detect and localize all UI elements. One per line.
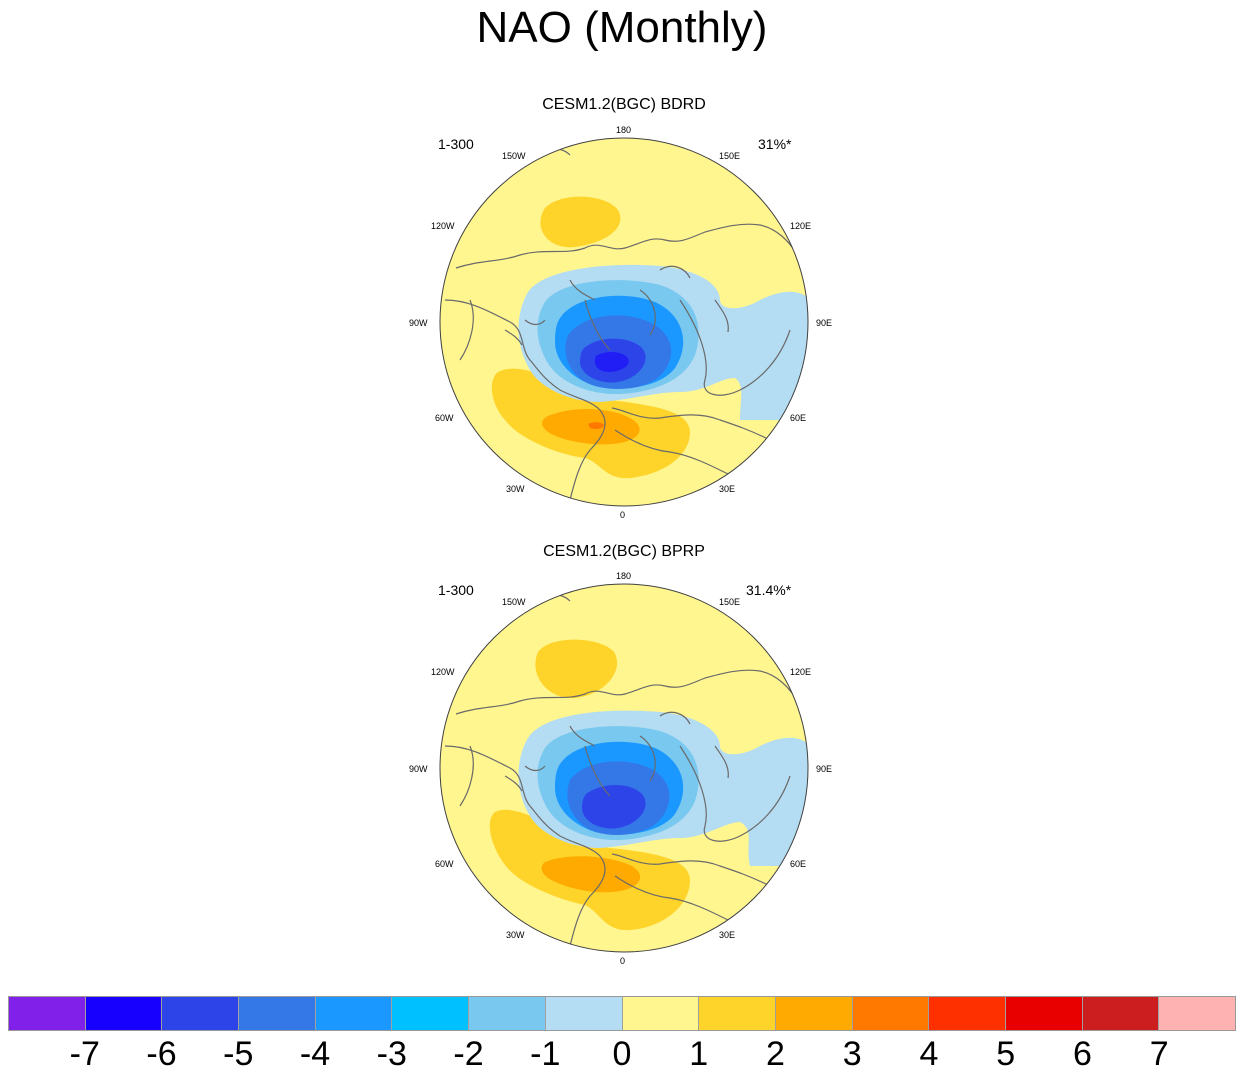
colorbar-segment-13 xyxy=(1005,997,1083,1030)
panel1-lon-150w: 150W xyxy=(502,151,526,161)
panel2-title: CESM1.2(BGC) BPRP xyxy=(543,543,705,560)
panel2-neg-5 xyxy=(582,785,646,829)
colorbar-segment-14 xyxy=(1082,997,1160,1030)
panel2-lon-30w: 30W xyxy=(506,930,525,940)
panel1-period: 1-300 xyxy=(438,136,474,152)
panel1-lon-90e: 90E xyxy=(816,318,833,328)
panel2-lon-60w: 60W xyxy=(435,859,454,869)
colorbar-label: -3 xyxy=(376,1035,407,1073)
panel1-map xyxy=(440,138,808,506)
colorbar-segment-15 xyxy=(1159,997,1235,1030)
main-title: NAO (Monthly) xyxy=(476,3,768,52)
colorbar-segment-5 xyxy=(392,997,470,1030)
colorbar-label: 5 xyxy=(996,1035,1016,1073)
polar-maps xyxy=(439,137,809,953)
colorbar-label: -6 xyxy=(146,1035,177,1073)
panel2-coastlines xyxy=(444,593,801,947)
panel2-lon-0: 0 xyxy=(620,956,626,966)
panel1-lon-120w: 120W xyxy=(431,221,455,231)
colorbar xyxy=(8,996,1236,1031)
panel1-lon-150e: 150E xyxy=(719,151,741,161)
panel2-lon-180: 180 xyxy=(616,571,632,581)
panel1-frame xyxy=(439,137,809,507)
panel2-lon-30e: 30E xyxy=(719,930,736,940)
colorbar-segment-7 xyxy=(545,997,623,1030)
colorbar-label: -1 xyxy=(530,1035,561,1073)
colorbar-label: 0 xyxy=(612,1035,632,1073)
colorbar-segment-12 xyxy=(929,997,1006,1030)
panel2-pacific-positive xyxy=(535,639,618,699)
colorbar-label: -4 xyxy=(299,1035,331,1073)
colorbar-label: 1 xyxy=(689,1035,709,1073)
panel1-lon-120e: 120E xyxy=(790,221,812,231)
colorbar-segment-9 xyxy=(699,997,776,1030)
panel1-lon-0: 0 xyxy=(620,510,626,520)
colorbar-label: 4 xyxy=(919,1035,939,1073)
panel1-pacific-positive xyxy=(540,196,621,248)
colorbar-label: 2 xyxy=(766,1035,785,1073)
colorbar-segment-3 xyxy=(239,997,316,1030)
colorbar-segment-8 xyxy=(622,997,700,1030)
panel2-lon-60e: 60E xyxy=(790,859,807,869)
colorbar-segment-6 xyxy=(469,997,546,1030)
panel1-lon-90w: 90W xyxy=(409,318,428,328)
panel2-frame xyxy=(439,583,809,953)
colorbar-label: -5 xyxy=(223,1035,254,1073)
colorbar-segment-0 xyxy=(9,997,86,1030)
panel2-atlantic-positive-core xyxy=(541,856,641,893)
panel2-lon-150e: 150E xyxy=(719,597,741,607)
colorbar-segment-11 xyxy=(852,997,930,1030)
panel1-title: CESM1.2(BGC) BDRD xyxy=(542,96,706,113)
panel2-lon-90e: 90E xyxy=(816,764,833,774)
colorbar-label: 3 xyxy=(842,1035,862,1073)
panel1-atlantic-positive-peak xyxy=(588,422,604,429)
colorbar-segment-4 xyxy=(315,997,393,1030)
panel1-lon-180: 180 xyxy=(616,125,632,135)
panel2-period: 1-300 xyxy=(438,582,474,598)
colorbar-label: -7 xyxy=(69,1035,100,1073)
colorbar-label: 6 xyxy=(1073,1035,1092,1073)
panel1-variance: 31%* xyxy=(758,136,792,152)
colorbar-segment-10 xyxy=(775,997,853,1030)
colorbar-label: 7 xyxy=(1149,1035,1169,1073)
panel2-lon-90w: 90W xyxy=(409,764,428,774)
colorbar-segment-2 xyxy=(162,997,240,1030)
panel2-map xyxy=(440,584,808,952)
panel2-lon-150w: 150W xyxy=(502,597,526,607)
panel2-lon-120e: 120E xyxy=(790,667,812,677)
panel1-coastlines xyxy=(444,147,801,501)
colorbar-segment-1 xyxy=(85,997,163,1030)
panel1-lon-60w: 60W xyxy=(435,413,454,423)
panel1-lon-30e: 30E xyxy=(719,484,736,494)
panel1-lon-60e: 60E xyxy=(790,413,807,423)
panel1-lon-30w: 30W xyxy=(506,484,525,494)
panel2-lon-120w: 120W xyxy=(431,667,455,677)
panel2-variance: 31.4%* xyxy=(746,582,792,598)
panel1-neg-6 xyxy=(594,352,629,372)
colorbar-label: -2 xyxy=(453,1035,484,1073)
